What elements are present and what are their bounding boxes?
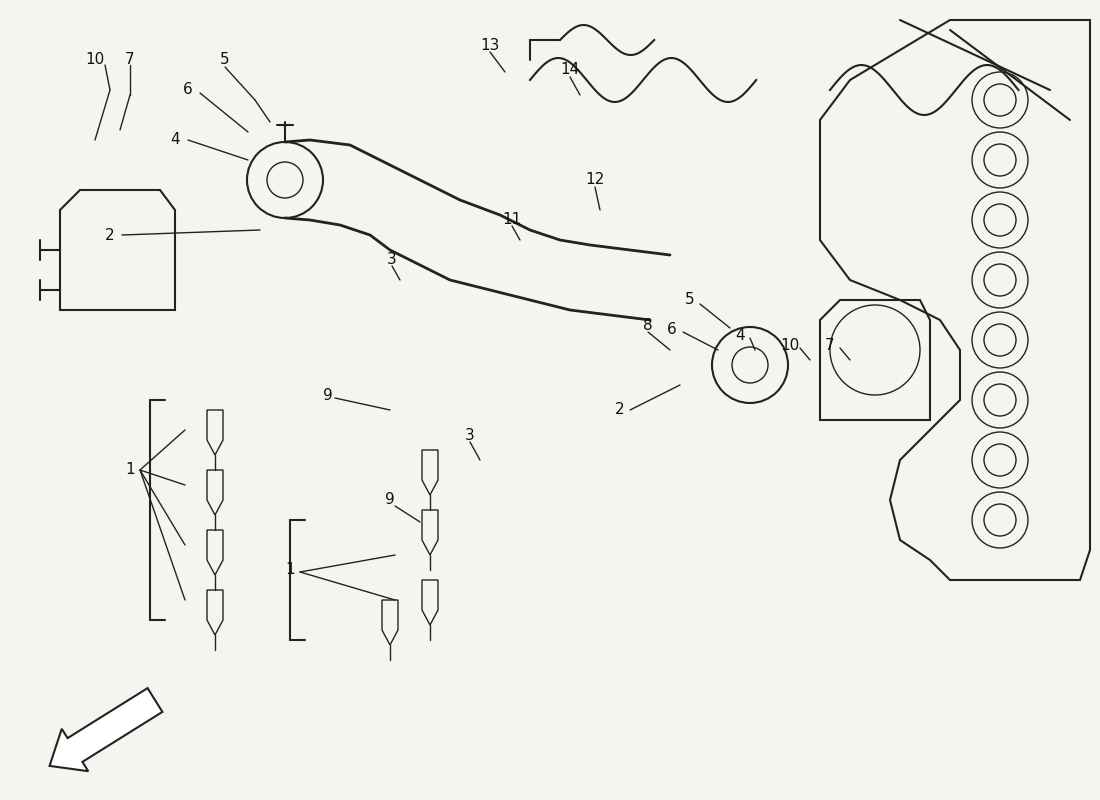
Text: 9: 9 [385, 493, 395, 507]
Text: 4: 4 [735, 327, 745, 342]
Text: 2: 2 [106, 227, 114, 242]
Text: 3: 3 [387, 253, 397, 267]
Text: 11: 11 [503, 213, 521, 227]
Text: 8: 8 [644, 318, 652, 333]
Text: 10: 10 [780, 338, 800, 353]
Text: 12: 12 [585, 173, 605, 187]
Text: 14: 14 [560, 62, 580, 78]
Text: 2: 2 [615, 402, 625, 418]
Text: 10: 10 [86, 53, 104, 67]
Text: 6: 6 [667, 322, 676, 338]
Text: 9: 9 [323, 387, 333, 402]
Text: 3: 3 [465, 427, 475, 442]
Text: 5: 5 [220, 53, 230, 67]
FancyArrow shape [50, 688, 163, 771]
Text: 1: 1 [285, 562, 295, 578]
Text: 13: 13 [481, 38, 499, 53]
Text: 4: 4 [170, 133, 179, 147]
Text: 7: 7 [825, 338, 835, 353]
Text: 1: 1 [125, 462, 135, 478]
Text: 7: 7 [125, 53, 135, 67]
Text: 5: 5 [685, 293, 695, 307]
Text: 6: 6 [183, 82, 192, 98]
